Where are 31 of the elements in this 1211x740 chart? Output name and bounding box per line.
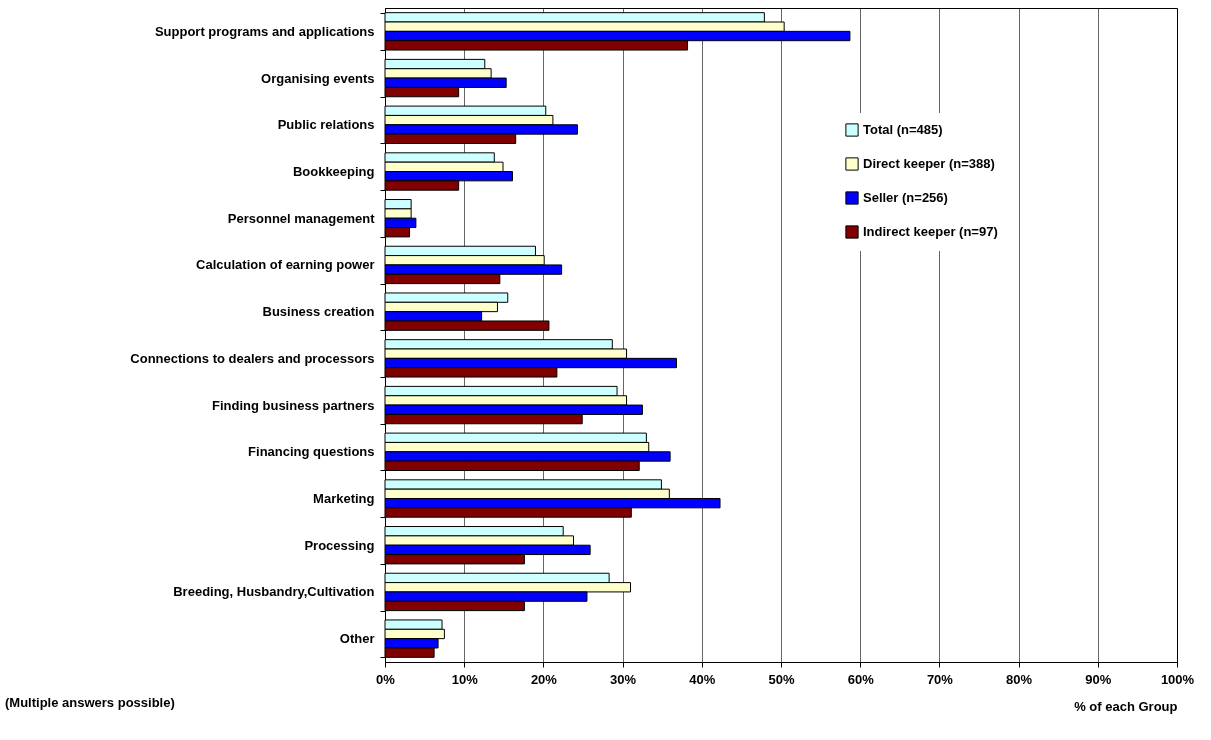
y-tick-label: Personnel management <box>227 210 376 226</box>
y-tick-label: Processing <box>304 537 375 553</box>
x-tick-label: 90% <box>1085 671 1112 687</box>
x-tick-label: 100% <box>1160 671 1195 687</box>
y-tick-label: Support programs and applications <box>154 23 375 39</box>
y-tick-label: Other <box>339 631 375 647</box>
legend-label: Indirect keeper (n=97) <box>863 224 998 239</box>
y-tick-label: Breeding, Husbandry,Cultivation <box>173 584 375 600</box>
y-tick-label: Public relations <box>277 117 375 133</box>
x-tick-label: 80% <box>1006 671 1033 687</box>
y-tick-label: Organising events <box>261 70 375 86</box>
y-tick-label: Marketing <box>313 491 375 506</box>
x-tick-label: 10% <box>451 671 479 687</box>
x-tick-label: 70% <box>926 671 954 687</box>
legend-label: Seller (n=256) <box>863 190 948 205</box>
y-tick-label: Business creation <box>262 304 375 320</box>
x-tick-label: 30% <box>610 671 637 687</box>
text: (Multiple answers possible) <box>5 695 175 710</box>
x-tick-label: 0% <box>376 671 396 687</box>
legend-label: Direct keeper (n=388) <box>863 156 995 171</box>
x-tick-label: 50% <box>768 671 795 687</box>
x-tick-label: 20% <box>530 671 558 687</box>
x-tick-label: 60% <box>847 671 875 687</box>
y-tick-label: Connections to dealers and processors <box>130 350 375 366</box>
y-tick-label: Financing questions <box>248 444 375 460</box>
legend-label: Total (n=485) <box>863 122 943 137</box>
y-tick-label: Calculation of earning power <box>196 257 375 273</box>
x-axis-title: % of each Group <box>1074 698 1178 714</box>
y-tick-label: Finding business partners <box>211 397 375 413</box>
y-tick-label: Bookkeeping <box>292 164 375 179</box>
x-tick-label: 40% <box>689 671 716 687</box>
